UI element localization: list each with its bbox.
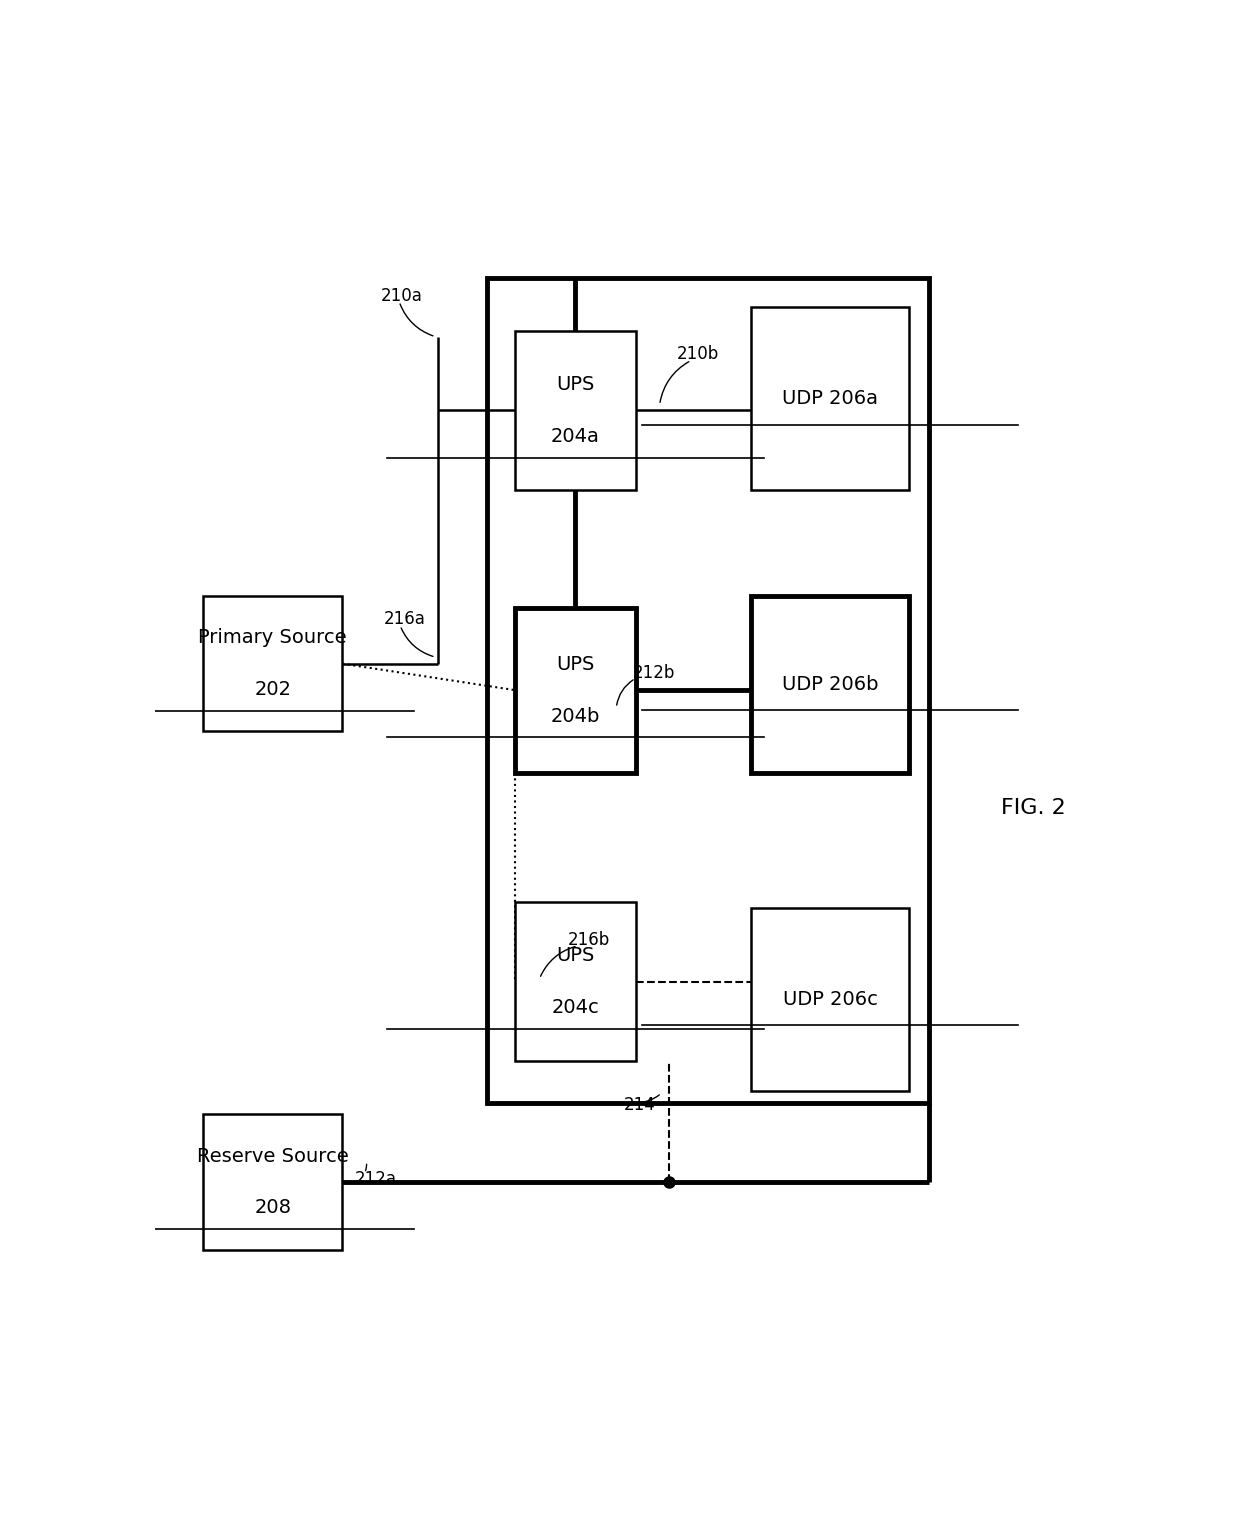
Text: 212b: 212b — [632, 664, 675, 681]
Bar — [751, 308, 909, 490]
Text: 216a: 216a — [383, 610, 425, 629]
Text: UDP 206a: UDP 206a — [782, 389, 878, 409]
Text: UDP 206c: UDP 206c — [782, 990, 878, 1008]
Text: UPS: UPS — [557, 947, 595, 965]
Bar — [516, 903, 635, 1062]
Text: FIG. 2: FIG. 2 — [1001, 799, 1065, 819]
Text: Reserve Source: Reserve Source — [197, 1146, 348, 1166]
Bar — [203, 1114, 342, 1250]
Text: UPS: UPS — [557, 375, 595, 393]
Bar — [516, 330, 635, 490]
Text: 202: 202 — [254, 681, 291, 699]
Bar — [751, 595, 909, 773]
Bar — [751, 909, 909, 1091]
Text: 208: 208 — [254, 1198, 291, 1218]
Text: UPS: UPS — [557, 655, 595, 673]
Text: 204c: 204c — [552, 998, 599, 1017]
Text: UDP 206b: UDP 206b — [782, 675, 878, 693]
Text: Primary Source: Primary Source — [198, 629, 347, 647]
Text: 216b: 216b — [568, 930, 610, 949]
Text: 210a: 210a — [381, 286, 423, 304]
Text: 210b: 210b — [677, 346, 719, 364]
Text: 214: 214 — [624, 1095, 656, 1114]
Bar — [203, 595, 342, 731]
Bar — [516, 607, 635, 773]
Text: 204a: 204a — [551, 427, 600, 445]
Text: 212a: 212a — [355, 1170, 397, 1189]
Bar — [486, 278, 929, 1103]
Text: 204b: 204b — [551, 707, 600, 725]
